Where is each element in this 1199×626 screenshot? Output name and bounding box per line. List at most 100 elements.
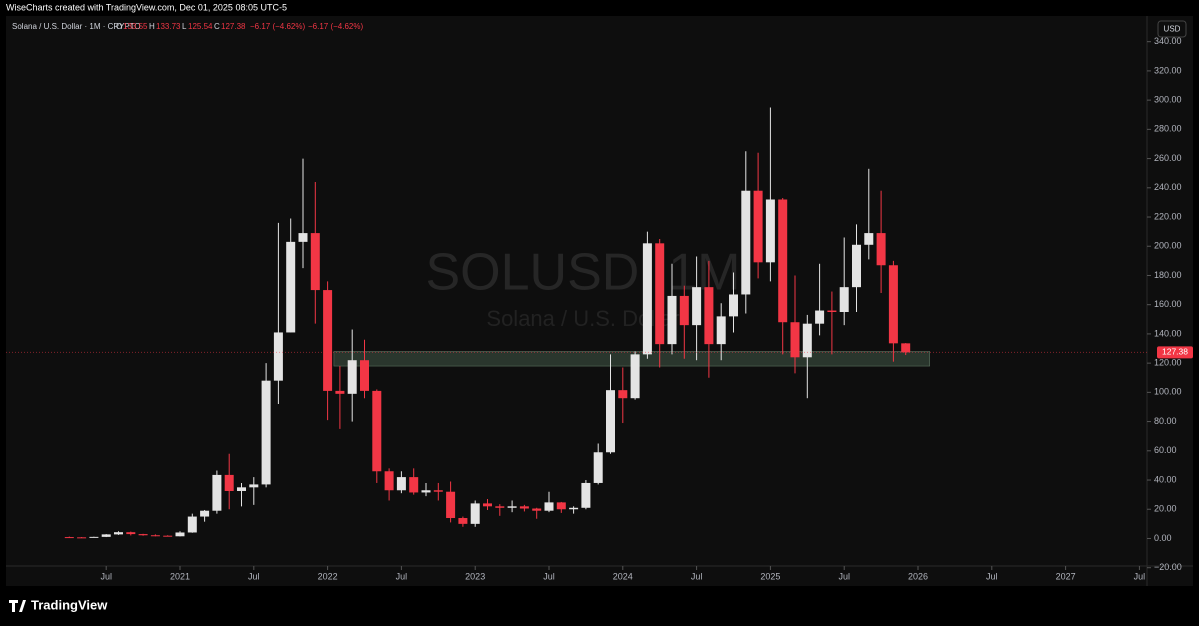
legend-text: O (116, 22, 122, 31)
candle-body (876, 233, 886, 266)
last-price-label: 127.38 (1162, 347, 1188, 357)
legend-text: −6.17 (−4.62%) (308, 22, 363, 31)
y-tick-label: 80.00 (1154, 416, 1177, 426)
x-tick-label: Jul (986, 571, 998, 581)
candle-body (372, 390, 382, 472)
candle-body (409, 477, 419, 493)
candle-body (286, 241, 296, 333)
x-tick-label: 2025 (760, 571, 780, 581)
candle-body (323, 290, 333, 391)
plot (6, 107, 1147, 539)
candle-body (458, 518, 468, 524)
candle-body (581, 482, 591, 508)
candle-body (421, 490, 431, 493)
y-tick-label: 240.00 (1154, 182, 1182, 192)
y-tick-label: 60.00 (1154, 445, 1177, 455)
candle-body (556, 502, 566, 510)
legend-text: 127.38 (221, 22, 246, 31)
legend-text: H (149, 22, 155, 31)
y-tick-label: 220.00 (1154, 211, 1182, 221)
candle-body (606, 390, 615, 453)
candle-body (839, 287, 849, 312)
candle-body (642, 243, 652, 355)
candle-body (753, 190, 763, 263)
candle-body (347, 360, 357, 394)
candle-body (200, 510, 210, 517)
watermark-symbol: SOLUSD, 1M (426, 244, 741, 302)
candle-body (507, 506, 517, 508)
candle-body (384, 471, 394, 491)
candle-body (89, 536, 99, 538)
candle-body (64, 537, 74, 539)
candle-body (519, 506, 529, 509)
x-tick-label: 2021 (170, 571, 190, 581)
y-tick-label: 40.00 (1154, 474, 1177, 484)
candle-body (126, 532, 136, 535)
candle-body (704, 287, 714, 345)
candle-body (150, 535, 160, 537)
candle-body (667, 295, 677, 345)
candle-body (446, 491, 456, 519)
candle-body (310, 233, 320, 291)
candle-body (692, 287, 702, 326)
footer-logo: TradingView (9, 597, 108, 612)
chart-panel (6, 16, 1193, 586)
legend: Solana / U.S. Dollar · 1M · CRYPTO O 133.… (12, 22, 363, 31)
candle-body (569, 507, 579, 510)
legend-text: 133.73 (156, 22, 181, 31)
candle-body (679, 295, 689, 326)
candle-body (101, 534, 111, 537)
last-price-box (1157, 346, 1193, 359)
candle-body (630, 354, 640, 399)
y-tick-label: 300.00 (1154, 95, 1182, 105)
x-tick-label: 2024 (613, 571, 633, 581)
candle-body (114, 532, 123, 535)
currency-button[interactable] (1157, 20, 1187, 38)
legend-text: −6.17 (−4.62%) (250, 22, 305, 31)
header-credit: WiseCharts created with TradingView.com,… (6, 2, 287, 12)
candle-body (298, 233, 308, 242)
x-tick-label: Jul (543, 571, 555, 581)
currency-label[interactable]: USD (1164, 25, 1181, 34)
candle-body (852, 244, 861, 288)
candle-body (729, 294, 738, 317)
candle-body (741, 190, 751, 295)
candle-body (77, 537, 87, 539)
y-tick-label: 160.00 (1154, 299, 1182, 309)
y-tick-label: 340.00 (1154, 36, 1182, 46)
instrument: Solana / U.S. Dollar · 1M · CRYPTO (12, 22, 141, 31)
candle-body (273, 332, 283, 381)
candle-body (138, 534, 148, 536)
candle-body (815, 310, 825, 324)
candle-body (237, 487, 246, 491)
x-tick-label: Jul (396, 571, 408, 581)
legend-text: C (214, 22, 220, 31)
x-tick-label: 2022 (318, 571, 338, 581)
y-tick-label: 180.00 (1154, 270, 1182, 280)
candle-body (187, 516, 197, 533)
candle-body (360, 360, 369, 391)
candle-body (212, 474, 222, 511)
candle-body (261, 380, 271, 485)
legend-text: 133.55 (123, 22, 148, 31)
logo-icon (9, 600, 26, 612)
candle-body (249, 484, 259, 488)
y-tick-label: 0.00 (1154, 533, 1172, 543)
candle-body (433, 490, 443, 492)
candle-body (396, 477, 406, 491)
candle-body (864, 233, 874, 245)
candle-body (790, 322, 800, 358)
candle-body (827, 310, 837, 312)
y-tick-label: 120.00 (1154, 358, 1182, 368)
x-tick-label: Jul (1134, 571, 1146, 581)
candle-body (655, 243, 665, 345)
candle-body (544, 502, 554, 511)
candle-body (888, 265, 898, 344)
candle-body (163, 535, 173, 537)
x-tick-label: Jul (248, 571, 260, 581)
y-tick-label: 260.00 (1154, 153, 1182, 163)
y-tick-label: 100.00 (1154, 387, 1182, 397)
candle-body (593, 452, 603, 483)
footer-brand: TradingView (31, 597, 108, 612)
